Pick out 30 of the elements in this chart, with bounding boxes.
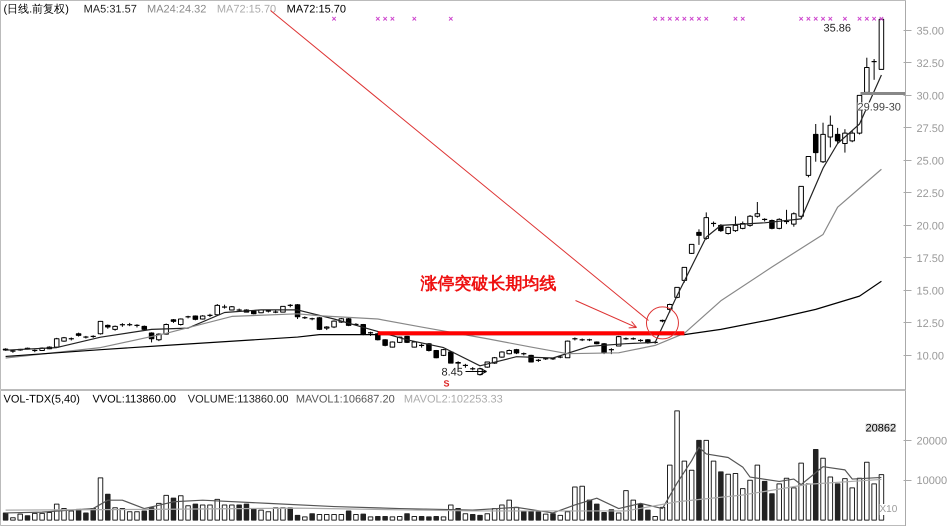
y-tick-label: 12.50: [916, 318, 944, 330]
text: VOLUME:113860.00: [188, 394, 288, 406]
annotation: S: [444, 378, 450, 388]
y-tick-label: 20000: [916, 435, 948, 448]
annotation: 涨停突破长期均线: [420, 274, 556, 293]
text: MA5:31.57: [84, 4, 137, 16]
annotation: VVOL:113860.00: [92, 394, 176, 406]
text: MAVOL2:102253.33: [404, 394, 503, 406]
y-tick-label: 20.00: [916, 220, 944, 232]
annotation: 35.86: [824, 22, 852, 34]
text: MAVOL1:106687.20: [296, 394, 395, 406]
y-tick-label: 30.00: [916, 90, 944, 102]
y-tick-label: 35.00: [916, 25, 944, 38]
annotation: 20862: [866, 422, 896, 434]
y-tick-label: 27.50: [916, 122, 944, 135]
chart-title: (日线.前复权): [4, 2, 69, 16]
y-tick-label: 32.50: [916, 58, 944, 70]
y-tick-label: 10.00: [916, 350, 944, 362]
y-tick-label: 15.00: [916, 285, 944, 298]
y-tick-label: 17.50: [916, 252, 944, 265]
annotation: 29.99-30: [858, 102, 901, 114]
annotation: X10: [880, 504, 898, 515]
text: MA72:15.70: [286, 4, 346, 16]
y-tick-label: 22.50: [916, 188, 944, 200]
annotation: MA72:15.70: [216, 4, 276, 16]
text: MA24:24.32: [147, 4, 206, 16]
y-tick-label: 10000: [916, 475, 948, 488]
chart-title: VOL-TDX(5,40): [4, 394, 80, 406]
annotation: 8.45: [442, 366, 463, 378]
y-tick-label: 25.00: [916, 155, 944, 168]
